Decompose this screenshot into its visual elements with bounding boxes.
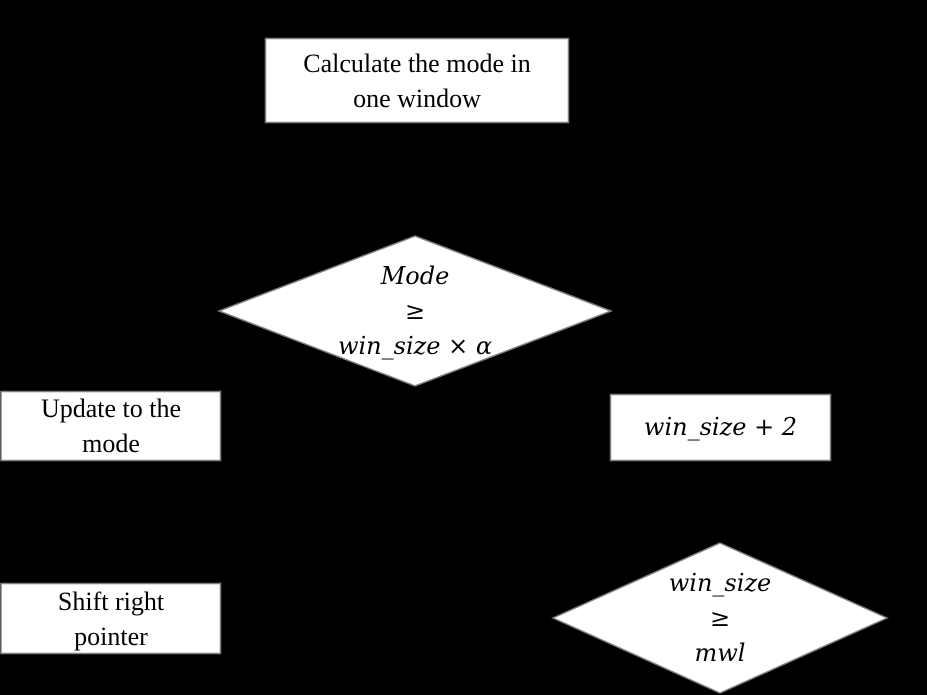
shift-pointer-line-2: pointer <box>74 621 148 651</box>
update-mode-box <box>0 390 222 462</box>
mwl-check-line-3: mwl <box>694 639 746 667</box>
win-increment-text: win_size + 2 <box>610 394 831 461</box>
update-mode-line-1: Update to the <box>40 394 182 423</box>
mode-check-text: Mode ≥ win_size × α <box>300 259 530 364</box>
shift-pointer-line-1: Shift right <box>57 586 165 616</box>
mode-check-line-1: Mode <box>380 262 450 290</box>
mwl-check-line-1: win_size <box>668 569 772 597</box>
shift-pointer-box <box>0 582 222 655</box>
win-increment-line-1: win_size + 2 <box>643 413 798 441</box>
mwl-check-diamond <box>551 542 889 694</box>
mode-check-line-3: win_size × α <box>337 332 493 360</box>
mode-check-diamond <box>216 235 614 387</box>
mwl-check-text: win_size ≥ mwl <box>640 566 800 671</box>
mode-check-line-2: ≥ <box>404 297 426 325</box>
shift-pointer-text: Shift right pointer <box>1 583 221 654</box>
calc-mode-box <box>264 37 570 124</box>
calc-mode-line-2: one window <box>353 83 481 113</box>
mwl-check-line-2: ≥ <box>709 604 731 632</box>
win-increment-box <box>609 393 832 462</box>
calc-mode-text: Calculate the mode in one window <box>265 38 569 123</box>
update-mode-line-2: mode <box>82 429 140 458</box>
calc-mode-line-1: Calculate the mode in <box>303 48 531 78</box>
update-mode-text: Update to the mode <box>1 391 221 461</box>
